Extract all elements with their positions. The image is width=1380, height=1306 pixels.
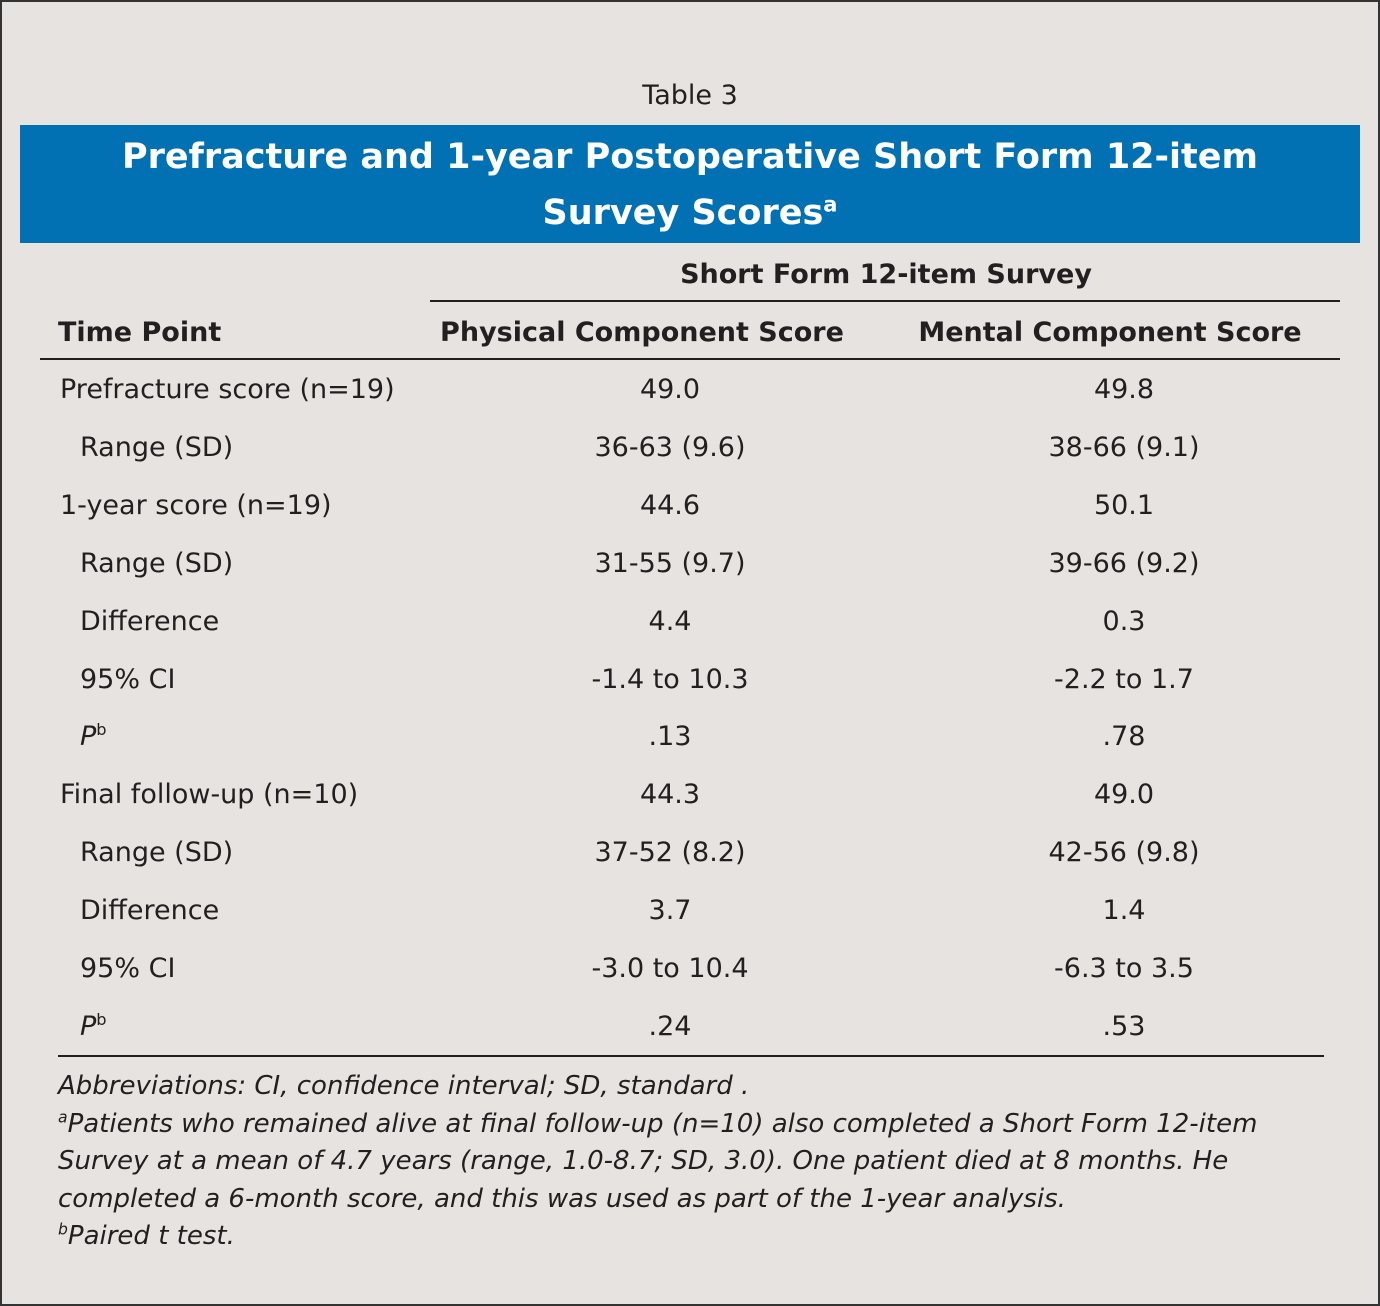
footnote-text: Paired t test.: [67, 1221, 235, 1251]
sub-row-label: 95% CI: [80, 951, 175, 987]
sub-row-label: Pb: [80, 719, 107, 755]
sub-row-label: Range (SD): [80, 430, 233, 466]
label-text: Final follow-up (n=10): [60, 779, 359, 811]
cell-value: .13: [648, 721, 692, 753]
label-text: Difference: [80, 895, 220, 927]
footnote: bPaired t test.: [58, 1218, 1328, 1256]
sub-row-label: Pb: [80, 1009, 107, 1045]
cell-value: 50.1: [1093, 489, 1155, 521]
label-text: Range (SD): [80, 431, 234, 463]
label-text: 1-year score (n=19): [60, 489, 332, 521]
cell-value: 31-55 (9.7): [594, 547, 746, 579]
cell-value: -1.4 to 10.3: [591, 663, 749, 695]
group-header: Short Form 12-item Survey: [680, 259, 1092, 290]
label-text: Difference: [80, 605, 220, 637]
table-title: Prefracture and 1-year Postoperative Sho…: [20, 125, 1360, 243]
cell-value: 36-63 (9.6): [594, 431, 746, 463]
cell-value: 3.7: [648, 895, 692, 927]
cell-value: .78: [1102, 721, 1146, 753]
cell-value: 44.6: [639, 489, 701, 521]
title-sup: a: [823, 192, 838, 217]
table-label: Table 3: [642, 80, 738, 111]
row-label: Prefracture score (n=19): [60, 372, 395, 408]
column-header: Time Point: [58, 317, 222, 348]
footnote-text: Abbreviations: CI, confidence interval; …: [58, 1071, 750, 1101]
footnotes: Abbreviations: CI, confidence interval; …: [58, 1068, 1328, 1256]
cell-value: .53: [1102, 1010, 1146, 1042]
cell-value: 42-56 (9.8): [1048, 837, 1200, 869]
footnote: Abbreviations: CI, confidence interval; …: [58, 1068, 1328, 1106]
label-text: Range (SD): [80, 547, 234, 579]
footnote-text: Patients who remained alive at final fol…: [58, 1108, 1258, 1214]
cell-value: -2.2 to 1.7: [1054, 663, 1194, 695]
label-text: Prefracture score (n=19): [60, 374, 395, 405]
column-header: Mental Component Score: [918, 317, 1302, 348]
label-text: P: [80, 1010, 97, 1042]
sub-row-label: Range (SD): [80, 546, 233, 582]
cell-value: .24: [648, 1010, 692, 1042]
row-label: 1-year score (n=19): [60, 488, 332, 524]
label-sup: b: [96, 720, 107, 740]
sub-row-label: Difference: [80, 893, 219, 929]
column-header: Physical Component Score: [440, 317, 844, 348]
label-text: P: [80, 721, 97, 753]
cell-value: 49.8: [1093, 374, 1155, 405]
label-sup: b: [96, 1009, 107, 1029]
sub-row-label: 95% CI: [80, 662, 175, 698]
footnote-sup: b: [58, 1220, 68, 1239]
cell-value: 39-66 (9.2): [1048, 547, 1200, 579]
cell-value: 1.4: [1102, 895, 1146, 927]
cell-value: 37-52 (8.2): [594, 837, 746, 869]
cell-value: 49.0: [1093, 779, 1155, 811]
rule: [430, 300, 1340, 302]
row-label: Final follow-up (n=10): [60, 777, 358, 813]
label-text: 95% CI: [80, 663, 176, 695]
label-text: Range (SD): [80, 837, 234, 869]
cell-value: 49.0: [639, 374, 701, 405]
sub-row-label: Difference: [80, 604, 219, 640]
cell-value: -3.0 to 10.4: [591, 953, 749, 984]
title-text: Prefracture and 1-year Postoperative Sho…: [121, 137, 1258, 233]
footnote-sup: a: [58, 1107, 68, 1126]
sub-row-label: Range (SD): [80, 835, 233, 871]
cell-value: 38-66 (9.1): [1048, 431, 1200, 463]
footnote: aPatients who remained alive at final fo…: [58, 1106, 1328, 1219]
cell-value: 4.4: [648, 605, 692, 637]
cell-value: 44.3: [639, 779, 701, 811]
cell-value: 0.3: [1102, 605, 1146, 637]
label-text: 95% CI: [80, 953, 176, 984]
rule: [40, 358, 1340, 360]
cell-value: -6.3 to 3.5: [1054, 953, 1194, 984]
rule: [58, 1055, 1324, 1057]
